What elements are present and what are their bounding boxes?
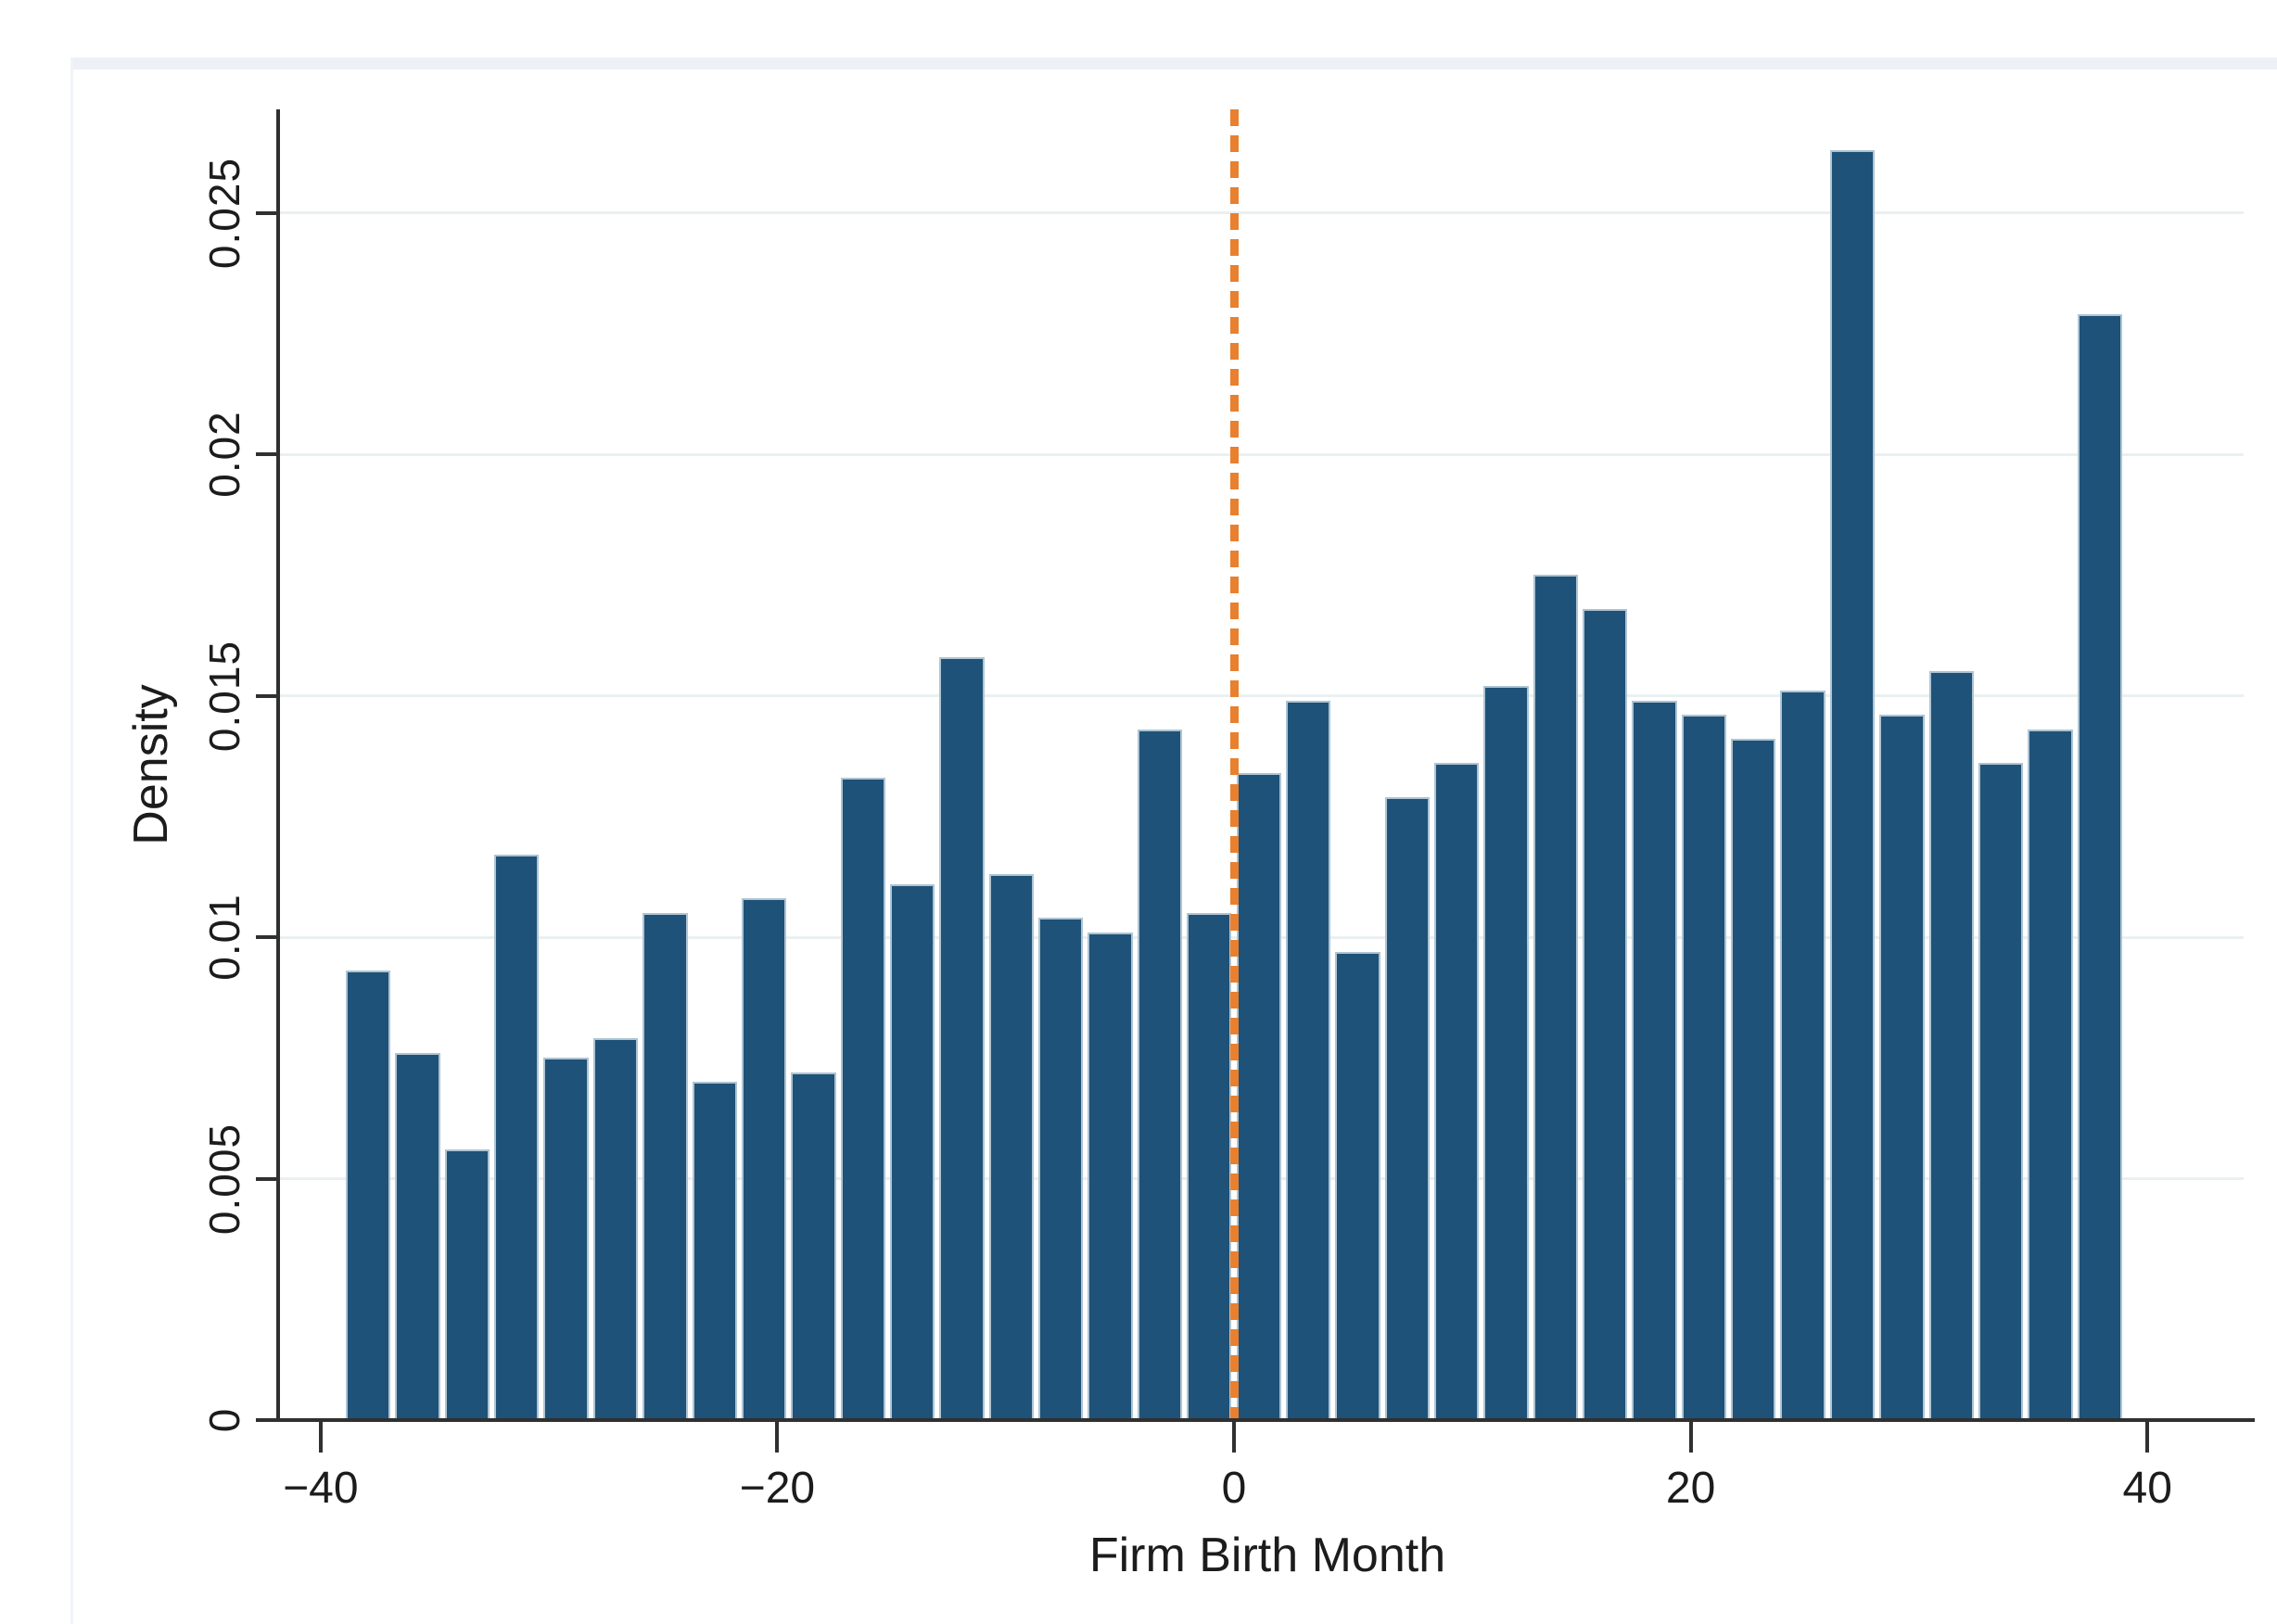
histogram-bar [1780, 691, 1825, 1420]
histogram-bar [543, 1058, 589, 1420]
y-axis-tick-label: 0 [200, 1407, 248, 1433]
histogram-bar [1187, 912, 1232, 1420]
histogram-bar [791, 1072, 836, 1420]
histogram-bar [444, 1149, 490, 1420]
histogram-bar [840, 778, 885, 1420]
y-axis-tick-label: 0.01 [200, 894, 248, 981]
y-axis-tick-label: 0.025 [200, 157, 248, 269]
histogram-bar [345, 971, 391, 1420]
histogram-bar [1533, 575, 1579, 1420]
histogram-bar [494, 855, 540, 1420]
histogram-bar [2028, 729, 2073, 1420]
y-axis-line [276, 109, 280, 1422]
page-left-edge [70, 57, 73, 1624]
histogram-bar [2077, 313, 2123, 1420]
x-axis-title: Firm Birth Month [1088, 1529, 1446, 1582]
histogram-bar [592, 1038, 639, 1420]
x-axis-line [276, 1418, 2255, 1422]
histogram-bar [1632, 700, 1677, 1420]
histogram-bar [1384, 796, 1431, 1420]
reference-line-zero [1229, 109, 1239, 1420]
histogram-bar [741, 898, 787, 1420]
histogram-bar [988, 874, 1034, 1420]
x-axis-tick [318, 1422, 323, 1453]
y-axis-tick [256, 452, 276, 456]
x-axis-tick [1688, 1422, 1693, 1453]
histogram-bar [889, 883, 935, 1420]
histogram-bar [1483, 686, 1529, 1420]
histogram-bar [939, 656, 985, 1420]
y-axis-tick [256, 693, 276, 698]
histogram-bar [1137, 729, 1183, 1420]
y-axis-tick [256, 210, 276, 215]
histogram-bar [692, 1082, 737, 1420]
y-axis-title: Density [124, 684, 178, 845]
histogram-bar [1978, 763, 2024, 1420]
histogram-bar [1236, 772, 1281, 1420]
histogram-bar [1681, 715, 1727, 1420]
histogram-bar [1434, 763, 1480, 1420]
histogram-bar [1088, 932, 1133, 1420]
y-axis-tick-label: 0.02 [200, 411, 248, 498]
histogram-bar [1829, 149, 1876, 1420]
gridline [280, 694, 2244, 697]
x-axis-tick-label: −40 [283, 1464, 359, 1513]
histogram-bar [1879, 715, 1925, 1420]
histogram-bar [395, 1053, 440, 1420]
y-axis-tick-label: 0.015 [200, 640, 248, 752]
y-axis-tick [256, 1176, 276, 1181]
histogram-bar [642, 912, 688, 1420]
gridline [280, 452, 2244, 456]
x-axis-tick [1232, 1422, 1236, 1453]
gridline [280, 211, 2244, 214]
histogram-bar [1037, 918, 1084, 1420]
y-axis-tick [256, 1418, 276, 1422]
histogram-bar [1285, 700, 1331, 1420]
x-axis-tick-label: 40 [2122, 1464, 2172, 1513]
histogram-bar [1731, 739, 1776, 1420]
page-top-edge [70, 57, 2277, 70]
histogram-bar [1583, 608, 1628, 1420]
x-axis-tick-label: −20 [739, 1464, 816, 1513]
x-axis-tick [2145, 1422, 2150, 1453]
x-axis-tick-label: 20 [1665, 1464, 1716, 1513]
x-axis-tick [775, 1422, 780, 1453]
x-axis-tick-label: 0 [1221, 1464, 1247, 1513]
y-axis-tick-label: 0.005 [200, 1123, 248, 1235]
y-axis-tick [256, 935, 276, 939]
histogram-bar [1335, 951, 1380, 1420]
histogram-bar [1928, 671, 1974, 1420]
